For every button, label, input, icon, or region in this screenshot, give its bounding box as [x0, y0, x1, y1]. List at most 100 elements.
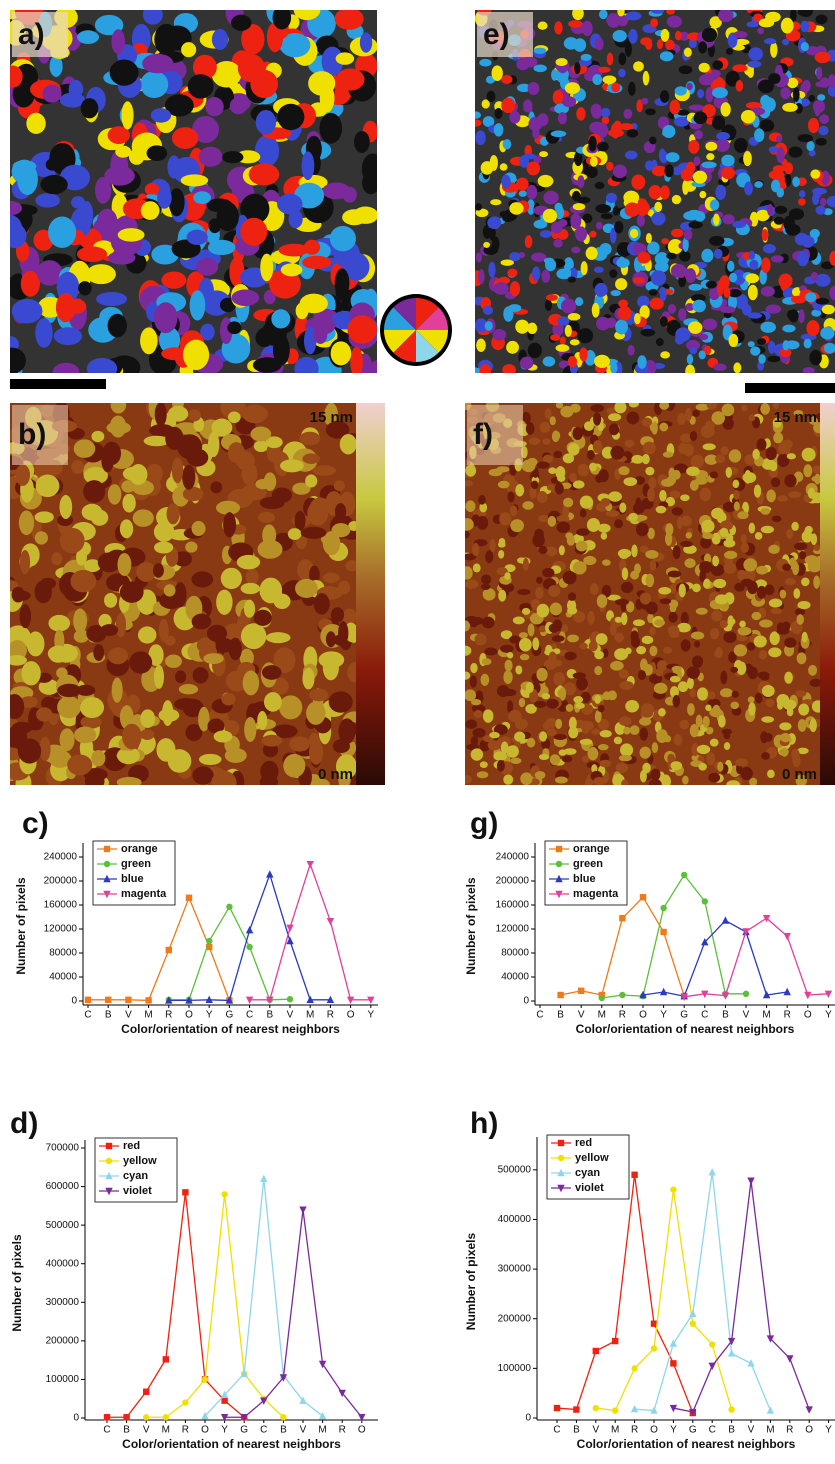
colorbar — [356, 403, 385, 785]
texture-blob — [514, 732, 525, 742]
texture-blob — [255, 479, 270, 489]
texture-blob — [271, 309, 290, 328]
x-tick-label: B — [280, 1425, 287, 1436]
texture-blob — [556, 402, 563, 409]
texture-blob — [154, 302, 178, 333]
texture-blob — [820, 198, 826, 207]
marker — [221, 1397, 227, 1403]
texture-blob — [598, 705, 605, 712]
texture-blob — [679, 251, 690, 262]
texture-blob — [607, 53, 614, 66]
texture-blob — [815, 138, 826, 146]
texture-blob — [640, 659, 648, 672]
texture-blob — [520, 772, 532, 785]
texture-blob — [636, 646, 646, 654]
texture-blob — [552, 635, 565, 642]
texture-blob — [602, 691, 611, 700]
texture-blob — [146, 464, 163, 484]
texture-blob — [668, 570, 682, 577]
marker — [246, 944, 252, 950]
texture-blob — [510, 505, 517, 516]
y-tick-label: 200000 — [498, 1313, 532, 1324]
legend-label: magenta — [121, 888, 167, 900]
texture-blob — [668, 304, 676, 314]
texture-blob — [619, 53, 627, 66]
marker — [554, 1405, 560, 1411]
texture-blob — [551, 222, 563, 234]
texture-blob — [519, 698, 525, 707]
texture-blob — [77, 30, 99, 44]
legend-marker — [556, 861, 562, 867]
marker — [660, 905, 666, 911]
texture-blob — [724, 563, 737, 574]
texture-blob — [749, 251, 755, 260]
marker — [681, 872, 687, 878]
texture-blob — [20, 604, 32, 628]
texture-blob — [675, 335, 684, 345]
x-tick-label: V — [287, 1010, 294, 1021]
texture-blob — [697, 745, 710, 754]
texture-blob — [614, 648, 628, 660]
texture-blob — [618, 549, 631, 558]
texture-blob — [36, 475, 60, 498]
marker — [593, 1405, 599, 1411]
marker — [709, 1363, 716, 1370]
texture-blob — [138, 626, 157, 643]
texture-blob — [628, 29, 637, 44]
texture-blob — [722, 404, 735, 417]
texture-blob — [460, 672, 470, 680]
texture-blob — [645, 550, 658, 559]
texture-blob — [522, 460, 536, 472]
texture-blob — [759, 18, 774, 27]
texture-blob — [53, 363, 79, 380]
texture-blob — [668, 626, 680, 636]
texture-blob — [656, 338, 664, 346]
texture-blob — [650, 18, 658, 27]
texture-blob — [500, 645, 514, 653]
texture-blob — [715, 594, 728, 604]
texture-blob — [649, 779, 662, 790]
texture-blob — [515, 665, 522, 674]
texture-blob — [568, 727, 578, 739]
texture-blob — [737, 570, 746, 581]
marker — [221, 1191, 227, 1197]
texture-blob — [563, 498, 573, 508]
series-line — [169, 907, 290, 1000]
x-tick-label: R — [182, 1425, 189, 1436]
texture-blob — [154, 665, 164, 689]
texture-blob — [633, 61, 644, 71]
series-line — [146, 1194, 283, 1417]
texture-blob — [727, 261, 734, 272]
texture-blob — [784, 638, 796, 648]
texture-blob — [580, 721, 594, 731]
legend-label: orange — [121, 843, 158, 855]
texture-blob — [805, 292, 816, 302]
texture-blob — [640, 592, 651, 604]
texture-blob — [587, 611, 595, 625]
texture-blob — [36, 707, 52, 721]
texture-blob — [601, 213, 613, 219]
marker — [784, 933, 791, 940]
texture-blob — [594, 355, 610, 368]
x-tick-label: M — [762, 1010, 770, 1021]
texture-blob — [780, 733, 790, 742]
texture-blob — [619, 669, 629, 679]
texture-blob — [485, 321, 493, 331]
texture-blob — [618, 466, 629, 475]
x-axis-label: Color/orientation of nearest neighbors — [122, 1437, 341, 1451]
texture-blob — [237, 555, 260, 570]
texture-blob — [519, 190, 527, 196]
texture-blob — [624, 109, 633, 119]
texture-blob — [48, 216, 76, 248]
x-axis-label: Color/orientation of nearest neighbors — [121, 1022, 340, 1036]
x-tick-label: O — [347, 1010, 355, 1021]
texture-blob — [724, 551, 737, 559]
panel-label: f) — [473, 418, 493, 451]
texture-blob — [561, 299, 576, 314]
texture-blob — [793, 87, 800, 102]
texture-blob — [621, 780, 629, 788]
texture-blob — [19, 510, 34, 535]
texture-blob — [666, 253, 676, 260]
texture-blob — [706, 87, 714, 103]
texture-blob — [532, 266, 540, 281]
